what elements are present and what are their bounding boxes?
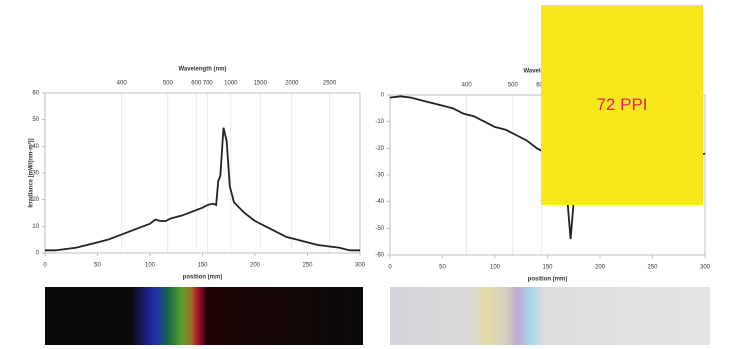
y-tick-label: -10 [375,119,384,125]
plot-frame [45,93,360,253]
axis-title: Wavelength (nm) [178,67,226,73]
top-tick-label: 700 [203,81,214,87]
top-tick-label: 2000 [285,81,299,87]
data-line [45,128,360,251]
x-tick-label: 50 [439,265,446,271]
y-tick-label: -50 [375,226,384,232]
x-tick-label: 200 [595,265,606,271]
x-tick-label: 250 [302,263,313,269]
x-tick-label: 0 [43,263,47,269]
x-tick-label: 300 [700,265,711,271]
top-tick-label: 1000 [224,81,238,87]
x-tick-label: 0 [388,265,392,271]
x-tick-label: 150 [197,263,208,269]
x-axis-label: position (mm) [528,277,568,283]
top-tick-label: 500 [163,81,174,87]
y-tick-label: 40 [32,144,39,150]
y-tick-label: 0 [36,251,40,257]
y-tick-label: 50 [32,117,39,123]
y-tick-label: -30 [375,173,384,179]
y-tick-label: 60 [32,91,39,97]
x-tick-label: 100 [145,263,156,269]
y-tick-label: -60 [375,253,384,259]
y-tick-label: 20 [32,197,39,203]
x-tick-label: 200 [250,263,261,269]
y-tick-label: 30 [32,171,39,177]
x-tick-label: 250 [647,265,658,271]
top-tick-label: 400 [462,83,473,89]
y-tick-label: -40 [375,199,384,205]
resolution-badge: 72 PPI [541,5,703,205]
page: 4005006007001000150020002500Wavelength (… [0,0,731,349]
top-tick-label: 400 [117,81,128,87]
x-tick-label: 300 [355,263,366,269]
spectrum-image [390,287,710,345]
y-tick-label: 0 [381,93,385,99]
spectrum-image [45,287,363,345]
top-tick-label: 2500 [323,81,337,87]
top-tick-label: 500 [508,83,519,89]
y-tick-label: -20 [375,146,384,152]
y-tick-label: 10 [32,224,39,230]
top-tick-label: 1500 [254,81,268,87]
x-tick-label: 150 [542,265,553,271]
top-tick-label: 600 [191,81,202,87]
x-axis-label: position (mm) [183,275,223,281]
x-tick-label: 50 [94,263,101,269]
x-tick-label: 100 [490,265,501,271]
